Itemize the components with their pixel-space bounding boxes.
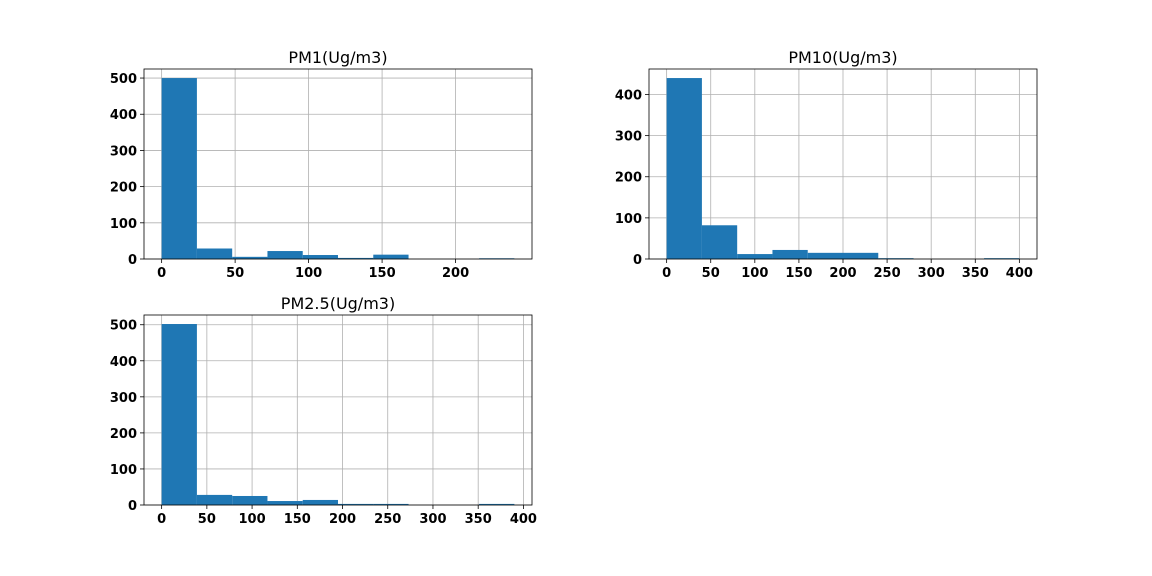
pm10-histogram-bar — [807, 252, 843, 259]
pm10-y-tick-label: 200 — [615, 171, 642, 186]
pm10-histogram-title: PM10(Ug/m3) — [788, 48, 897, 67]
pm25-y-tick-label: 100 — [110, 463, 137, 478]
pm25-histogram-panel: PM2.5(Ug/m3) 0 50 100 150 200 250 300 350 400 0 10… — [110, 294, 537, 527]
pm10-histogram-bar — [984, 258, 1020, 259]
pm25-y-tick-label: 0 — [128, 499, 137, 514]
pm1-histogram-bar — [161, 78, 197, 259]
pm1-histogram-title: PM1(Ug/m3) — [288, 48, 387, 67]
pm1-histogram-panel: PM1(Ug/m3) 0 50 100 150 200 0 100 200 300 400 500 — [110, 48, 533, 281]
pm1-y-tick-label: 200 — [110, 181, 137, 196]
pm25-x-tick-label: 200 — [329, 512, 356, 527]
pm25-histogram-bar — [302, 499, 338, 505]
pm10-y-tick-label: 300 — [615, 130, 642, 145]
pm10-y-tick-label: 100 — [615, 212, 642, 227]
pm10-x-tick-label: 100 — [741, 266, 768, 281]
pm10-y-tick-label: 0 — [633, 253, 642, 268]
pm10-y-tick-label: 400 — [615, 88, 642, 103]
pm10-x-tick-label: 350 — [962, 266, 989, 281]
pm10-histogram-bar — [843, 252, 879, 259]
pm1-x-tick-label: 100 — [295, 266, 322, 281]
pm10-x-tick-label: 150 — [785, 266, 812, 281]
pm10-histogram-bar — [772, 249, 808, 259]
pm25-x-tick-label: 50 — [198, 512, 216, 527]
pm10-x-tick-label: 250 — [874, 266, 901, 281]
pm25-y-tick-label: 300 — [110, 391, 137, 406]
pm10-x-tick-label: 300 — [918, 266, 945, 281]
pm10-histogram-bar — [878, 258, 914, 259]
pm1-histogram-bar — [267, 251, 303, 259]
pm25-histogram-bar — [161, 324, 197, 505]
pm25-histogram-bar — [479, 503, 515, 505]
pm25-histogram-bar — [267, 501, 303, 505]
pm1-x-tick-label: 150 — [369, 266, 396, 281]
pm1-y-tick-label: 300 — [110, 144, 137, 159]
pm25-histogram-bar — [338, 503, 374, 505]
pm25-x-tick-label: 250 — [374, 512, 401, 527]
pm25-axes-frame — [143, 314, 533, 506]
pm25-x-tick-label: 150 — [284, 512, 311, 527]
pm10-histogram-bar — [666, 78, 702, 259]
pm1-y-tick-label: 0 — [128, 253, 137, 268]
pm25-histogram-bar — [196, 494, 233, 505]
pm10-histogram-panel: PM10(Ug/m3) 0 50 100 150 200 250 300 350 400 0 100… — [615, 48, 1038, 281]
pm10-histogram-bar — [701, 225, 738, 259]
pm1-histogram-bar — [196, 248, 233, 259]
pm1-histogram-bar — [338, 257, 374, 259]
pm10-x-tick-label: 50 — [702, 266, 720, 281]
pm25-x-tick-label: 100 — [239, 512, 266, 527]
pm1-histogram-bar — [302, 255, 338, 259]
pm1-histogram-bar — [373, 254, 409, 259]
pm1-axes-frame — [143, 68, 533, 260]
pm10-histogram-bar — [737, 254, 773, 259]
pm25-y-tick-label: 400 — [110, 355, 137, 370]
pm10-x-tick-label: 400 — [1006, 266, 1033, 281]
pm1-x-tick-label: 200 — [442, 266, 469, 281]
pm10-x-tick-label: 0 — [662, 266, 671, 281]
pm1-y-tick-label: 100 — [110, 217, 137, 232]
pm25-histogram-title: PM2.5(Ug/m3) — [281, 294, 395, 313]
pm1-x-tick-label: 50 — [226, 266, 244, 281]
pm1-y-tick-label: 500 — [110, 72, 137, 87]
pm1-histogram-bar — [232, 256, 268, 259]
pm1-y-tick-label: 400 — [110, 108, 137, 123]
pm25-y-tick-label: 500 — [110, 319, 137, 334]
pm25-x-tick-label: 350 — [465, 512, 492, 527]
pm1-x-tick-label: 0 — [157, 266, 166, 281]
pm10-x-tick-label: 200 — [829, 266, 856, 281]
pm25-x-tick-label: 400 — [510, 512, 537, 527]
pm25-histogram-bar — [373, 503, 409, 505]
pm25-x-tick-label: 300 — [419, 512, 446, 527]
pm25-histogram-bar — [232, 495, 268, 505]
pm25-x-tick-label: 0 — [157, 512, 166, 527]
pm25-y-tick-label: 200 — [110, 427, 137, 442]
